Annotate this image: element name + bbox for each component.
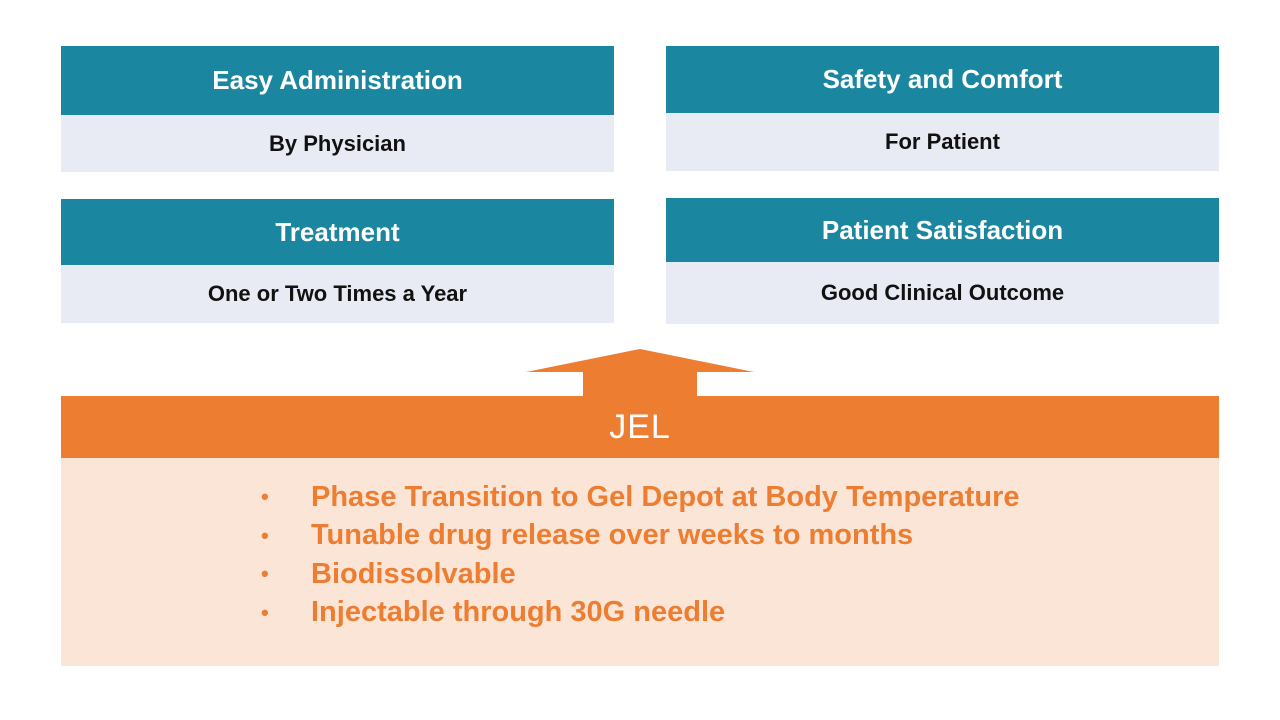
card-subtitle: For Patient <box>666 113 1219 171</box>
bullet-icon: • <box>261 561 269 587</box>
card-title: Easy Administration <box>61 46 614 115</box>
feature-list: • Phase Transition to Gel Depot at Body … <box>261 478 1020 632</box>
bullet-icon: • <box>261 599 269 625</box>
list-item: • Tunable drug release over weeks to mon… <box>261 517 1020 556</box>
list-item: • Injectable through 30G needle <box>261 594 1020 633</box>
jel-header-bar: JEL <box>61 396 1219 458</box>
card-treatment: Treatment One or Two Times a Year <box>61 199 614 323</box>
card-patient-satisfaction: Patient Satisfaction Good Clinical Outco… <box>666 198 1219 324</box>
card-subtitle: By Physician <box>61 115 614 172</box>
feature-text: Injectable through 30G needle <box>311 596 726 629</box>
card-safety-and-comfort: Safety and Comfort For Patient <box>666 46 1219 171</box>
list-item: • Biodissolvable <box>261 555 1020 594</box>
card-title: Safety and Comfort <box>666 46 1219 113</box>
jel-features-panel: • Phase Transition to Gel Depot at Body … <box>61 458 1219 666</box>
card-subtitle: Good Clinical Outcome <box>666 262 1219 324</box>
list-item: • Phase Transition to Gel Depot at Body … <box>261 478 1020 517</box>
feature-text: Phase Transition to Gel Depot at Body Te… <box>311 480 1020 513</box>
feature-text: Tunable drug release over weeks to month… <box>311 519 914 552</box>
card-title: Patient Satisfaction <box>666 198 1219 262</box>
card-title: Treatment <box>61 199 614 265</box>
platform-name: JEL <box>609 407 671 446</box>
card-subtitle: One or Two Times a Year <box>61 265 614 323</box>
up-arrow-icon <box>526 349 754 397</box>
card-easy-administration: Easy Administration By Physician <box>61 46 614 172</box>
bullet-icon: • <box>261 484 269 510</box>
bullet-icon: • <box>261 522 269 548</box>
feature-text: Biodissolvable <box>311 557 516 590</box>
